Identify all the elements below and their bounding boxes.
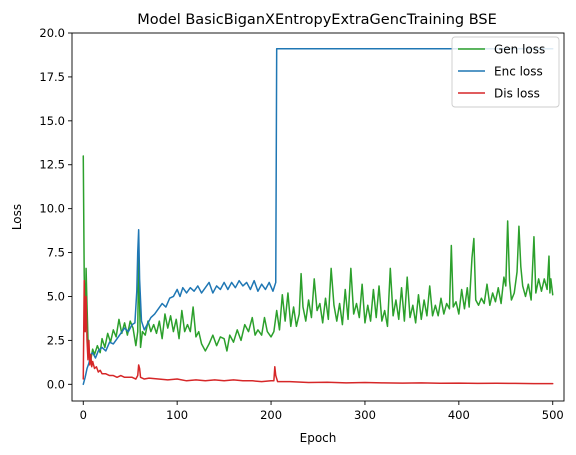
legend-label: Dis loss <box>494 87 540 101</box>
y-tick-label: 5.0 <box>47 289 65 303</box>
legend-box <box>451 36 560 108</box>
series-line-dis-loss <box>82 279 554 385</box>
y-tick-label: 2.5 <box>47 333 65 347</box>
y-tick-label: 7.5 <box>47 246 65 260</box>
x-tick-label: 100 <box>166 408 188 422</box>
x-tick-label: 300 <box>354 408 376 422</box>
x-tick-label: 400 <box>448 408 470 422</box>
plot-frame <box>71 32 565 402</box>
x-tick-label: 500 <box>542 408 564 422</box>
y-tick-label: 20.0 <box>39 26 65 40</box>
y-tick-label: 12.5 <box>39 158 65 172</box>
series-layer <box>82 48 554 386</box>
y-tick-label: 10.0 <box>39 202 65 216</box>
chart-title: Model BasicBiganXEntropyExtraGencTrainin… <box>137 12 497 28</box>
x-axis: 0 100 200 300 400 500 <box>80 401 564 422</box>
y-axis-label: Loss <box>10 204 24 230</box>
series-line-gen-loss <box>82 155 554 361</box>
y-tick-label: 15.0 <box>39 114 65 128</box>
x-tick-label: 0 <box>80 408 87 422</box>
y-axis: 0.0 2.5 5.0 7.5 10.0 12.5 15.0 17.5 20.0 <box>39 26 72 391</box>
legend: Gen loss Enc loss Dis loss <box>451 36 560 108</box>
x-axis-label: Epoch <box>300 431 337 445</box>
legend-label: Gen loss <box>494 43 545 57</box>
series-line-enc-loss <box>82 48 554 386</box>
y-tick-label: 0.0 <box>47 377 65 391</box>
y-tick-label: 17.5 <box>39 70 65 84</box>
x-tick-label: 200 <box>260 408 282 422</box>
legend-label: Enc loss <box>494 65 543 79</box>
